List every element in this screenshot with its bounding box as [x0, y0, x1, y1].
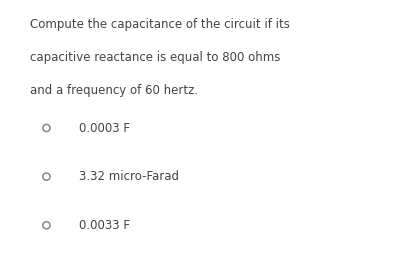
- Text: capacitive reactance is equal to 800 ohms: capacitive reactance is equal to 800 ohm…: [30, 51, 281, 64]
- Text: 3.32 micro-Farad: 3.32 micro-Farad: [79, 170, 179, 183]
- Text: 0.0033 F: 0.0033 F: [79, 219, 130, 232]
- Text: Compute the capacitance of the circuit if its: Compute the capacitance of the circuit i…: [30, 18, 290, 31]
- Text: and a frequency of 60 hertz.: and a frequency of 60 hertz.: [30, 84, 198, 98]
- Text: 0.0003 F: 0.0003 F: [79, 122, 130, 134]
